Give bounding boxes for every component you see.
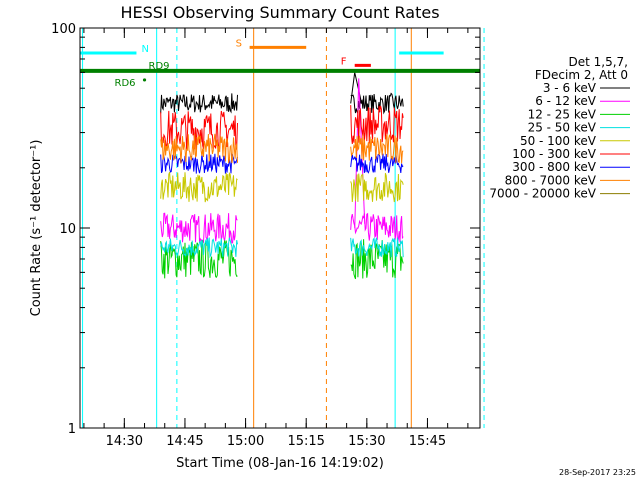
legend-entry-label: 6 - 12 keV	[535, 94, 597, 108]
series-line	[160, 133, 238, 164]
plot-frame	[79, 27, 481, 429]
legend-entry-label: 100 - 300 keV	[512, 147, 596, 161]
series-line	[160, 212, 238, 244]
legend-entry-label: 3 - 6 keV	[543, 81, 597, 95]
series-line	[160, 93, 238, 114]
legend-entry-label: 7000 - 20000 keV	[489, 187, 596, 201]
flag-label-s: S	[236, 38, 242, 49]
series-line	[160, 237, 238, 259]
x-tick-label: 15:30	[348, 434, 385, 449]
x-tick-label: 14:45	[166, 434, 203, 449]
flag-label-rd6: RD6	[115, 78, 136, 89]
y-tick-label: 100	[51, 22, 76, 37]
x-tick-label: 15:15	[287, 434, 324, 449]
chart-title: HESSI Observing Summary Count Rates	[120, 3, 439, 22]
series-line	[350, 212, 404, 244]
series-line	[160, 171, 238, 203]
y-axis-label: Count Rate (s⁻¹ detector⁻¹)	[29, 140, 44, 317]
flag-marker	[142, 78, 147, 82]
x-tick-label: 15:00	[227, 434, 264, 449]
timestamp: 28-Sep-2017 23:25	[559, 468, 636, 477]
series-line	[350, 153, 404, 174]
x-tick-label: 14:30	[106, 434, 143, 449]
flag-label-n: N	[141, 44, 148, 55]
series-line	[350, 105, 404, 144]
x-axis-label: Start Time (08-Jan-16 14:19:02)	[176, 456, 384, 471]
legend-header-line-1: Det 1,5,7,	[569, 55, 629, 69]
legend-entry-label: 800 - 7000 keV	[505, 173, 597, 187]
series-line	[160, 110, 238, 152]
legend-header-line-2: FDecim 2, Att 0	[535, 68, 628, 82]
x-tick-label: 15:45	[409, 434, 446, 449]
series-line	[350, 134, 404, 164]
flag-label-rd9: RD9	[149, 61, 170, 72]
series-line	[350, 237, 404, 258]
series-line	[160, 240, 238, 279]
flag-label-f: F	[341, 56, 347, 67]
series-line	[350, 239, 404, 280]
legend-entry-label: 50 - 100 keV	[520, 134, 597, 148]
legend-entry-label: 300 - 800 keV	[512, 160, 596, 174]
legend-entry-label: 12 - 25 keV	[528, 107, 597, 121]
y-tick-label: 1	[68, 422, 76, 437]
series-line	[350, 172, 404, 203]
y-tick-label: 10	[59, 222, 76, 237]
legend-entry-label: 25 - 50 keV	[528, 121, 597, 135]
